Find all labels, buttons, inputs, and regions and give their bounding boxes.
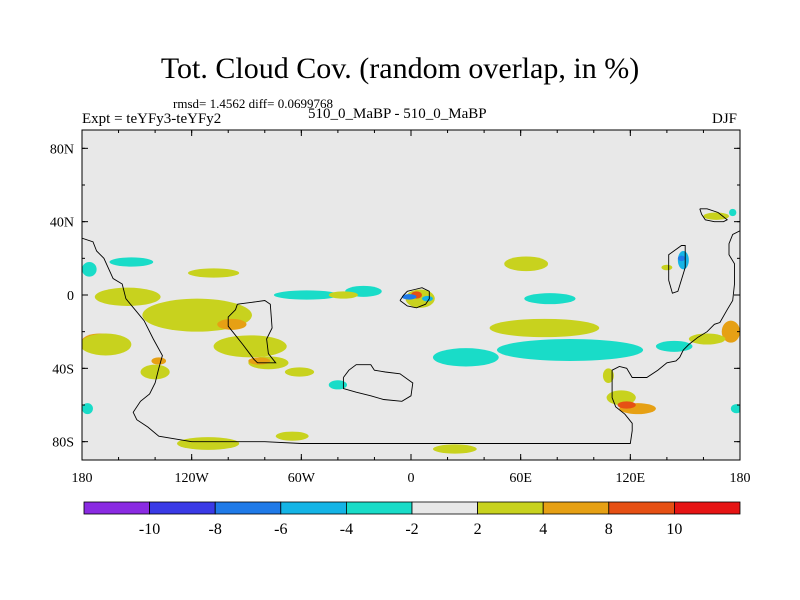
coastline <box>227 300 277 364</box>
anomaly-region <box>703 212 730 220</box>
x-tick-label: 180 <box>72 471 93 486</box>
y-tick-label: 80N <box>50 142 74 157</box>
colorbar-swatch <box>411 501 478 515</box>
anomaly-region <box>729 208 737 217</box>
coastline <box>342 364 414 402</box>
anomaly-region <box>109 257 154 267</box>
colorbar-swatch <box>477 501 544 515</box>
anomaly-region <box>730 404 740 414</box>
coastline <box>699 208 729 223</box>
anomaly-region <box>188 268 240 278</box>
colorbar-label: 4 <box>539 521 547 538</box>
colorbar-label: -8 <box>209 521 222 538</box>
experiment-label: Expt = teYFy3-teYFy2 <box>82 111 222 127</box>
x-tick-label: 120E <box>616 471 646 486</box>
anomaly-region <box>82 333 132 356</box>
anomaly-region <box>82 403 93 415</box>
anomaly-region <box>721 320 740 343</box>
anomaly-region <box>655 340 693 352</box>
chart-title: Tot. Cloud Cov. (random overlap, in %) <box>160 52 640 85</box>
colorbar-label: -6 <box>274 521 287 538</box>
anomaly-region <box>82 262 97 277</box>
anomaly-region <box>432 348 499 367</box>
colorbar-label: 2 <box>474 521 482 538</box>
anomaly-region <box>401 294 417 300</box>
anomaly-region <box>661 264 673 271</box>
anomaly-region <box>217 318 247 330</box>
x-tick-label: 120W <box>175 471 210 486</box>
colorbar-label: -4 <box>340 521 353 538</box>
colorbar-label: 10 <box>666 521 682 538</box>
anomaly-region <box>177 437 240 450</box>
colorbar-label: 8 <box>605 521 613 538</box>
y-tick-label: 0 <box>67 289 74 304</box>
coastline <box>82 230 740 444</box>
anomaly-region <box>421 295 433 302</box>
season-label: DJF <box>712 111 738 127</box>
colorbar-swatch <box>542 501 610 515</box>
anomaly-region <box>328 380 348 390</box>
case-label: 510_0_MaBP - 510_0_MaBP <box>308 106 487 122</box>
y-tick-label: 40N <box>50 216 74 231</box>
anomaly-region <box>248 357 271 365</box>
anomaly-region <box>273 290 340 300</box>
colorbar-swatch <box>608 501 675 515</box>
colorbar-swatch <box>83 501 150 515</box>
y-tick-label: 40S <box>52 362 74 377</box>
x-tick-label: 60W <box>288 471 316 486</box>
anomaly-region <box>688 333 726 345</box>
colorbar-swatch <box>280 501 347 515</box>
x-tick-label: 180 <box>730 471 751 486</box>
anomaly-region <box>496 339 644 361</box>
colorbar-label: -2 <box>405 521 418 538</box>
anomaly-region <box>602 368 614 383</box>
colorbar-label: -10 <box>139 521 160 538</box>
colorbar-swatch <box>214 501 282 515</box>
anomaly-region <box>151 357 167 365</box>
anomaly-region <box>504 256 549 272</box>
coastline <box>668 245 686 294</box>
anomaly-region <box>489 318 600 338</box>
anomaly-region <box>284 367 315 377</box>
anomaly-region <box>140 364 170 380</box>
y-tick-label: 80S <box>52 436 74 451</box>
x-tick-label: 60E <box>509 471 532 486</box>
colorbar-swatch <box>674 501 741 515</box>
anomaly-region <box>94 287 161 307</box>
anomaly-region <box>677 255 686 262</box>
colorbar-swatch <box>149 501 216 515</box>
colorbar-swatch <box>345 501 413 515</box>
anomaly-region <box>275 431 309 441</box>
x-tick-label: 0 <box>408 471 415 486</box>
anomaly-region <box>432 444 477 454</box>
coastline <box>399 287 430 309</box>
rmsd-diff-stats: rmsd= 1.4562 diff= 0.0699768 <box>173 96 333 111</box>
anomaly-region <box>617 401 636 409</box>
anomaly-region <box>524 293 576 305</box>
anomaly-region <box>328 291 358 299</box>
